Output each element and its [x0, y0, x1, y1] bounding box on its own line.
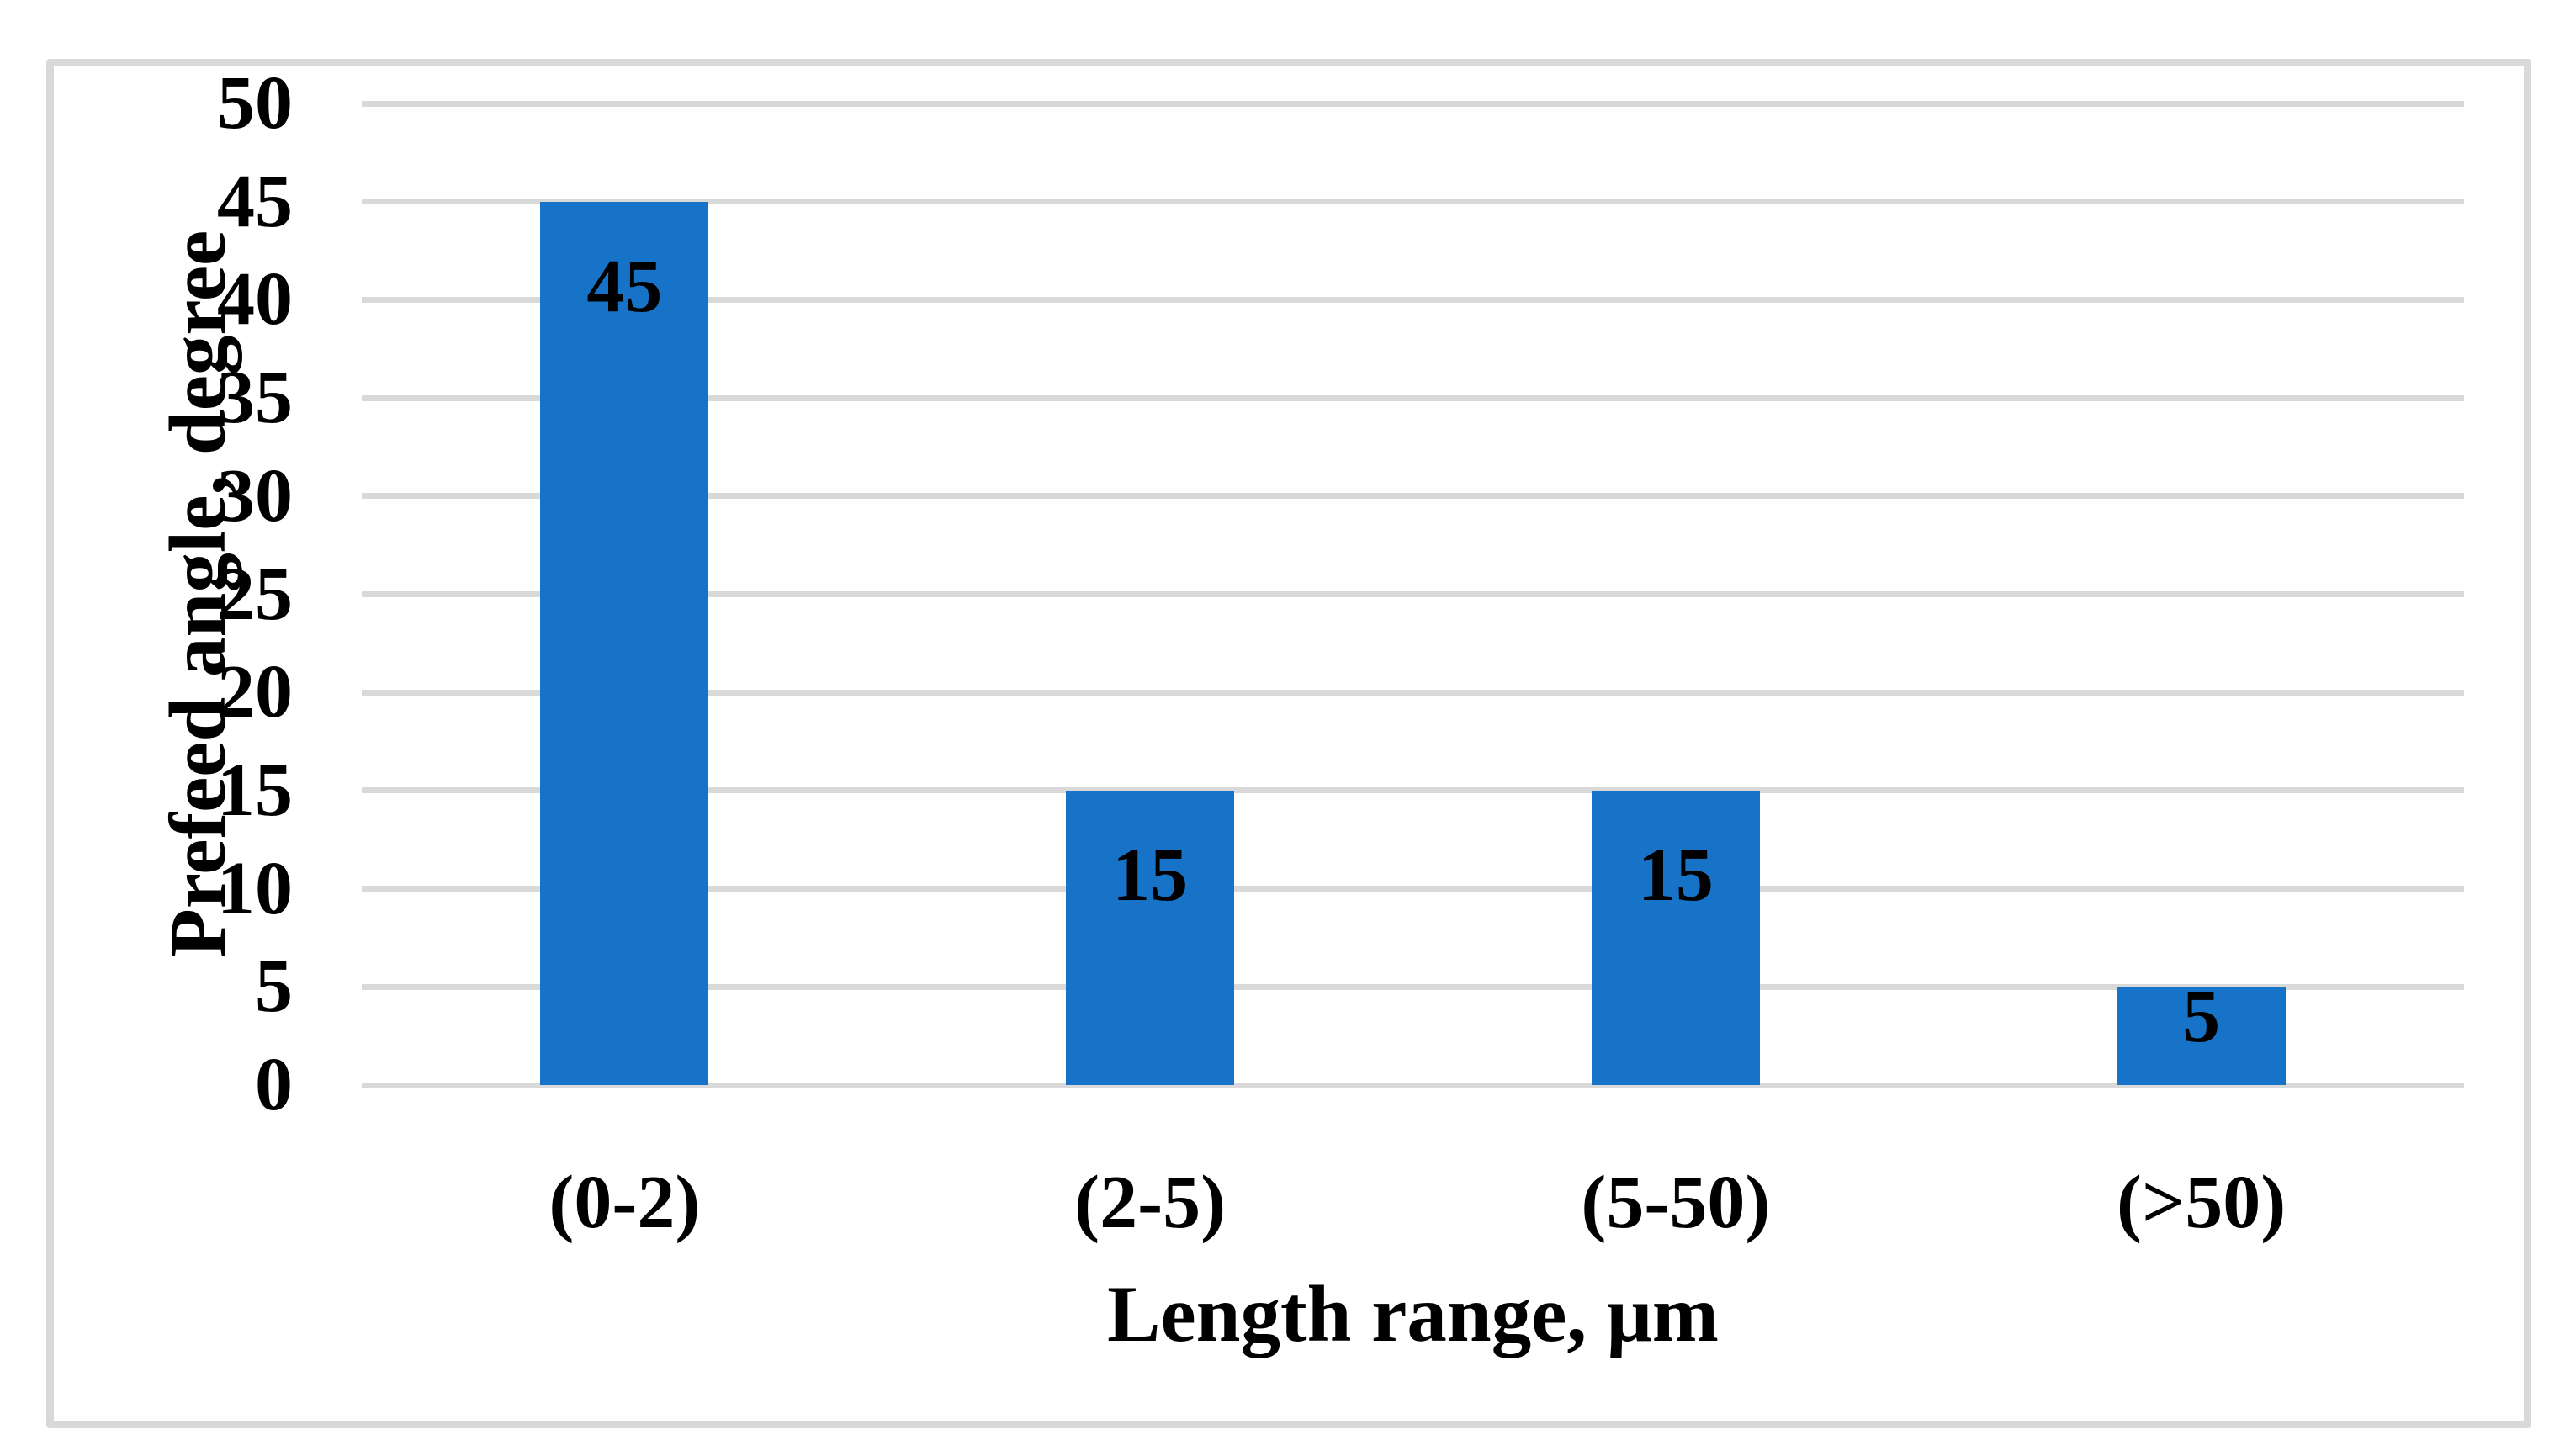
y-tick-label: 35: [217, 356, 293, 440]
gridline: [362, 886, 2464, 892]
gridline: [362, 1082, 2464, 1088]
bar-value-label: 15: [1112, 833, 1189, 917]
y-tick-label: 50: [217, 61, 293, 145]
plot-area: 45 15 15 5: [362, 100, 2464, 1088]
y-tick-label: 40: [217, 257, 293, 341]
y-tick-label: 0: [255, 1043, 293, 1126]
x-axis-title: Length range, μm: [1107, 1269, 1719, 1358]
y-tick-label: 20: [217, 650, 293, 734]
gridline: [362, 983, 2464, 990]
x-tick-label: (0-2): [549, 1161, 701, 1244]
bar-value-label: 5: [2182, 975, 2221, 1059]
x-tick-label: (2-5): [1074, 1161, 1227, 1244]
gridline: [362, 787, 2464, 794]
y-tick-label: 10: [217, 846, 293, 930]
y-tick-label: 25: [217, 552, 293, 636]
gridline: [362, 199, 2464, 205]
gridline: [362, 296, 2464, 303]
y-tick-label: 45: [217, 159, 293, 243]
bar-value-label: 45: [586, 244, 663, 328]
bar: 15: [1066, 790, 1235, 1085]
gridline: [362, 591, 2464, 597]
gridline: [362, 394, 2464, 401]
y-tick-label: 30: [217, 453, 293, 537]
bar: 5: [2117, 975, 2286, 1085]
gridline: [362, 689, 2464, 696]
bar: 15: [1591, 790, 1760, 1085]
x-tick-label: (5-50): [1581, 1161, 1771, 1244]
bar: 45: [540, 201, 709, 1085]
gridline: [362, 493, 2464, 500]
y-tick-label: 5: [255, 945, 293, 1029]
gridline: [362, 100, 2464, 107]
y-tick-label: 15: [217, 748, 293, 832]
chart-outer-border: [46, 59, 2531, 1428]
x-tick-label: (>50): [2117, 1161, 2287, 1244]
bar-value-label: 15: [1637, 833, 1714, 917]
